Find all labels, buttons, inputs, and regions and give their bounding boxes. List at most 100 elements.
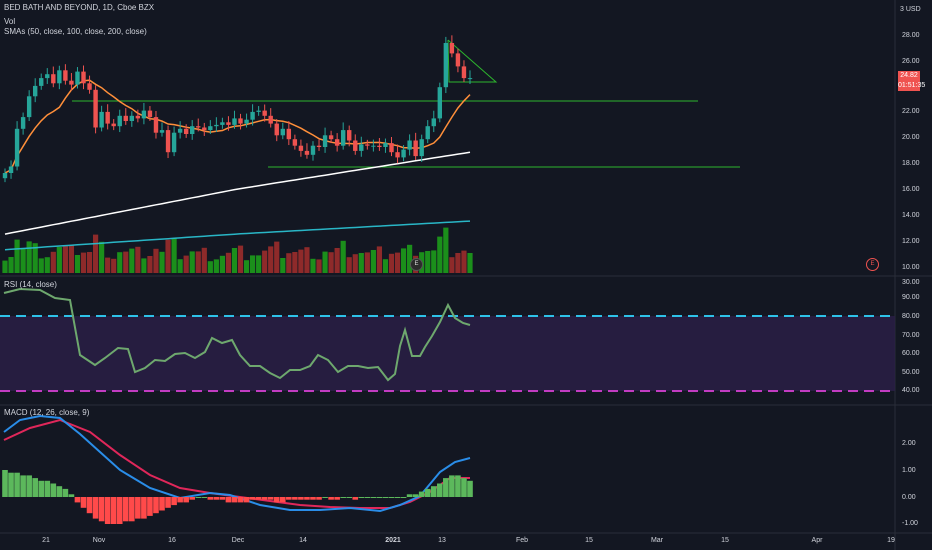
- macd-histogram-bar: [316, 497, 322, 500]
- time-axis-label: 21: [42, 537, 50, 544]
- volume-bar: [183, 255, 189, 273]
- sma-100-line: [4, 151, 471, 235]
- volume-bar: [268, 246, 274, 273]
- macd-histogram-bar: [286, 497, 292, 500]
- candle-body: [8, 166, 14, 173]
- candle-body: [250, 111, 255, 120]
- macd-histogram-bar: [201, 497, 208, 498]
- macd-histogram-bar: [430, 486, 437, 497]
- time-axis-label: 15: [721, 537, 729, 544]
- volume-bar: [153, 248, 159, 273]
- candle-body: [304, 150, 310, 155]
- price-axis-label: 16.00: [902, 186, 920, 193]
- time-axis-label: Dec: [231, 537, 245, 544]
- time-axis-label: Feb: [515, 537, 529, 544]
- price-axis-label: 14.00: [902, 212, 920, 219]
- macd-histogram-bar: [255, 497, 262, 500]
- macd-histogram-bar: [104, 497, 111, 524]
- triangle-pattern[interactable]: [447, 39, 498, 83]
- earnings-marker[interactable]: E: [410, 258, 423, 271]
- time-axis-label: Mar: [650, 537, 664, 544]
- candle-body: [389, 143, 394, 153]
- volume-bar: [141, 258, 147, 273]
- macd-histogram-bar: [74, 497, 81, 503]
- macd-histogram-bar: [92, 497, 99, 519]
- candle-body: [135, 115, 141, 119]
- chart-title: BED BATH AND BEYOND, 1D, Cboe BZX: [4, 3, 155, 12]
- candle-body: [334, 139, 340, 146]
- macd-histogram-bar: [352, 497, 359, 500]
- macd-histogram-bar: [32, 478, 38, 497]
- volume-bar: [177, 259, 183, 273]
- macd-histogram-bar: [322, 497, 328, 498]
- candle-body: [298, 145, 304, 151]
- macd-histogram-bar: [62, 488, 69, 497]
- volume-bar: [123, 251, 129, 273]
- volume-bar: [449, 257, 455, 273]
- volume-bar: [358, 253, 364, 273]
- time-axis-label: 14: [299, 537, 307, 544]
- macd-histogram-bar: [370, 497, 377, 498]
- rsi-axis-label: 60.00: [902, 350, 920, 357]
- candle-body: [159, 130, 165, 133]
- macd-histogram: [2, 470, 473, 524]
- rsi-band: [0, 316, 895, 391]
- macd-histogram-bar: [38, 480, 45, 497]
- candle-body: [286, 128, 292, 140]
- macd-histogram-bar: [195, 497, 202, 498]
- candle-body: [183, 128, 189, 134]
- candle-body: [431, 118, 436, 127]
- volume-bar: [467, 253, 473, 273]
- macd-histogram-bar: [328, 497, 334, 500]
- macd-histogram-bar: [376, 497, 383, 498]
- volume-bar: [340, 240, 346, 273]
- candle-body: [461, 66, 467, 79]
- candle-body: [413, 140, 418, 157]
- volume-bar: [461, 250, 467, 273]
- candle-body: [353, 140, 358, 151]
- macd-histogram-bar: [249, 497, 256, 500]
- candle-body: [2, 173, 8, 179]
- candle-body: [177, 128, 183, 133]
- candle-body: [377, 145, 382, 147]
- volume-bar: [207, 261, 213, 273]
- price-axis-label: 20.00: [902, 134, 920, 141]
- candle-body: [455, 53, 461, 67]
- volume-bar: [86, 252, 93, 273]
- volume-bar: [280, 258, 286, 273]
- volume-bar: [201, 247, 207, 273]
- volume-bar: [38, 258, 44, 273]
- macd-histogram-bar: [56, 486, 63, 497]
- macd-histogram-bar: [449, 475, 455, 497]
- macd-histogram-bar: [20, 475, 26, 497]
- volume-bar: [400, 248, 407, 273]
- candle-body: [262, 110, 267, 116]
- candle-body: [69, 80, 74, 85]
- macd-histogram-bar: [165, 497, 171, 508]
- volume-bar: [74, 255, 81, 273]
- time-axis-label: Nov: [92, 537, 106, 544]
- candle-body: [232, 118, 237, 125]
- macd-histogram-bar: [189, 497, 196, 500]
- macd-histogram-bar: [80, 497, 87, 508]
- volume-bar: [370, 250, 376, 273]
- volume-bar: [20, 248, 26, 273]
- volume-bar: [316, 259, 322, 273]
- time-axis-label: 16: [168, 537, 176, 544]
- candle-body: [220, 122, 225, 125]
- sma-lines: [4, 79, 471, 251]
- sma-legend: SMAs (50, close, 100, close, 200, close): [4, 27, 147, 36]
- time-axis-label: 19: [887, 537, 895, 544]
- time-axis-label: 2021: [385, 537, 401, 544]
- candle-body: [268, 115, 273, 124]
- candle-body: [401, 149, 406, 158]
- candle-body: [359, 144, 364, 151]
- macd-axis-label: 1.00: [902, 467, 916, 474]
- earnings-marker-upcoming[interactable]: E: [866, 258, 879, 271]
- volume-bar: [32, 243, 38, 273]
- candle-body: [443, 43, 449, 88]
- macd-histogram-bar: [231, 497, 238, 503]
- volume-bar: [231, 248, 238, 273]
- candle-body: [147, 110, 153, 118]
